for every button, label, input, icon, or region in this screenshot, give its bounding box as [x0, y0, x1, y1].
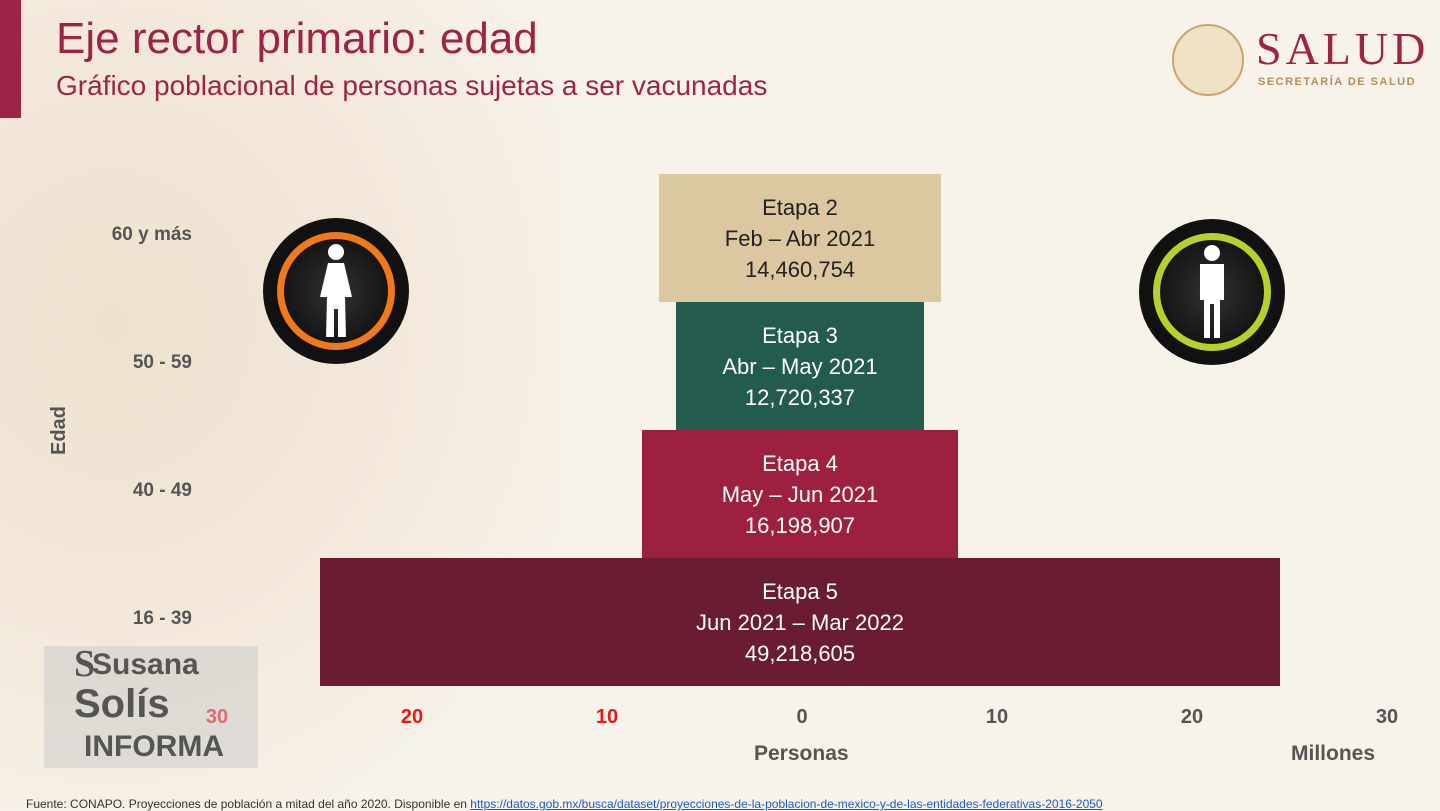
source-link[interactable]: https://datos.gob.mx/busca/dataset/proye… [470, 797, 1103, 811]
x-tick-label: 20 [1180, 706, 1204, 728]
bar-stage: Etapa 2 [762, 194, 838, 220]
page-subtitle: Gráfico poblacional de personas sujetas … [56, 70, 768, 101]
x-tick-label: 20 [400, 706, 424, 728]
male-icon-badge [1139, 219, 1285, 365]
bar-value-label: 14,460,754 [744, 256, 856, 282]
bar-stage: Etapa 3 [762, 322, 838, 348]
female-icon-badge [263, 218, 409, 364]
age-category-label: 40 - 49 [132, 480, 192, 501]
logo-name: SALUD [1256, 23, 1430, 74]
bar-etapa-5: Etapa 5 Jun 2021 – Mar 2022 49,218,605 [320, 558, 1280, 686]
bar-etapa-3: Etapa 3 Abr – May 2021 12,720,337 [675, 302, 924, 430]
source-footer: Fuente: CONAPO. Proyecciones de població… [26, 797, 1103, 811]
bar-etapa-4: Etapa 4 May – Jun 2021 16,198,907 [642, 430, 958, 558]
x-tick-label: 30 [1375, 706, 1399, 728]
bar-value-label: 49,218,605 [744, 640, 856, 666]
x-tick-label: 10 [985, 706, 1009, 728]
y-axis-label: Edad [48, 406, 70, 455]
male-icon [1200, 245, 1224, 338]
page-title: Eje rector primario: edad [56, 14, 538, 63]
bar-stage: Etapa 5 [762, 578, 838, 604]
salud-logo: SALUD SECRETARÍA DE SALUD [1172, 22, 1432, 96]
bar-etapa-2: Etapa 2 Feb – Abr 2021 14,460,754 [659, 174, 941, 302]
bar-period: Abr – May 2021 [722, 353, 878, 379]
watermark-logo: S Susana Solís INFORMA [44, 643, 258, 768]
bar-period: Jun 2021 – Mar 2022 [696, 609, 904, 635]
bar-stage: Etapa 4 [762, 450, 838, 476]
age-category-label: 16 - 39 [132, 608, 192, 629]
logo-tagline: SECRETARÍA DE SALUD [1258, 76, 1417, 88]
x-axis-label: Personas [754, 742, 849, 765]
age-category-label: 50 - 59 [132, 352, 192, 373]
accent-bar [0, 0, 21, 118]
x-tick-label: 0 [796, 706, 808, 728]
female-icon [320, 244, 352, 337]
bar-period: Feb – Abr 2021 [724, 225, 876, 251]
mexico-seal-icon [1172, 24, 1244, 96]
bar-period: May – Jun 2021 [721, 481, 879, 507]
bar-value-label: 16,198,907 [744, 512, 856, 538]
age-category-label: 60 y más [111, 224, 192, 245]
x-unit-label: Millones [1291, 742, 1376, 765]
x-tick-label: 10 [595, 706, 619, 728]
bar-value-label: 12,720,337 [744, 384, 856, 410]
